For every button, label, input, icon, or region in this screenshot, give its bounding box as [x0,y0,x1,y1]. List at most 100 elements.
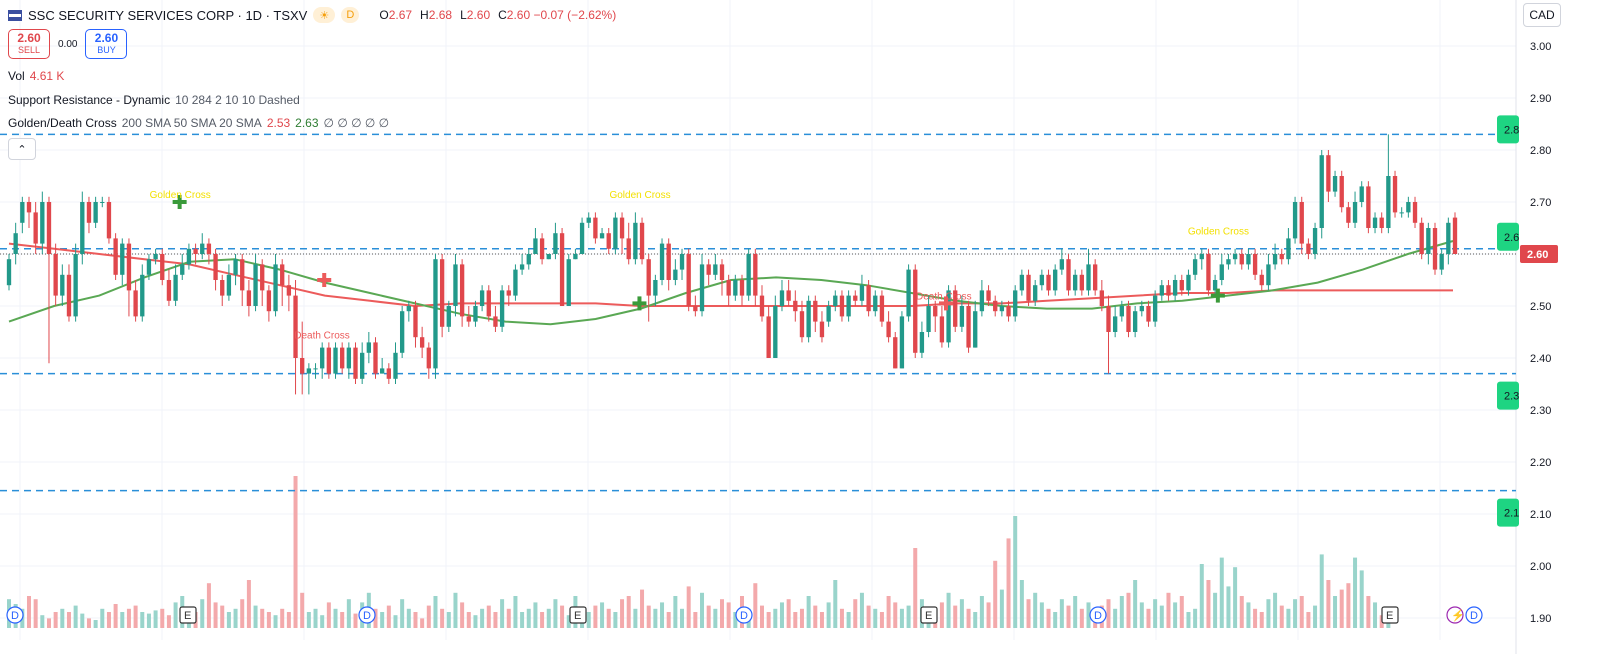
volume-bar [866,605,871,628]
candle [566,254,571,306]
candle-body [866,285,871,312]
candle [226,264,232,301]
symbol-title[interactable]: SSC SECURITY SERVICES CORP · 1D · TSXV [28,7,308,23]
candle-body [1306,243,1311,254]
candle-body [733,280,738,296]
market-open-icon[interactable]: ☀ [313,7,336,23]
candle [1366,181,1371,234]
candle [386,363,391,384]
candle-body [466,316,471,322]
volume-bar [1159,605,1164,628]
candle-body [493,316,498,327]
ohlc-values: O2.67 H2.68 L2.60 C2.60 −0.07 (−2.62%) [379,8,616,22]
event-marker-label: E [184,610,191,622]
y-tick-label: 2.70 [1530,197,1551,209]
volume-bar [73,605,78,628]
candle-body [873,295,878,312]
candle-body [879,295,885,322]
buy-button[interactable]: 2.60 BUY [85,29,128,59]
candle [260,259,265,306]
candle-body [766,316,771,358]
candle [453,254,458,317]
volume-bar [1346,583,1351,628]
candle-body [1166,285,1171,296]
volume-bar [826,602,831,628]
candle-body [1179,280,1184,291]
candle [1059,248,1065,275]
event-markers: D E D E D E D E ⚡ D [6,606,1483,624]
volume-bar [506,608,511,628]
candle [1312,222,1318,260]
candle-body [1426,228,1431,254]
candle-body [1086,264,1091,291]
candle-body [966,306,971,348]
candle [793,290,798,322]
candle-body [473,306,478,322]
ohlc-low-value: 2.60 [466,8,491,22]
volume-bar [1326,580,1331,628]
candle [459,259,465,327]
candle-body [26,202,32,213]
candle-body [73,254,78,317]
candle [253,254,258,312]
candle [959,295,965,332]
candle-body [193,248,198,254]
candle-body [346,347,352,369]
volume-bar [320,615,325,628]
volume-bar [66,612,71,628]
volume-bar [60,608,65,628]
candle-body [1392,176,1398,213]
sell-button[interactable]: 2.60 SELL [8,29,50,59]
candle-body [1292,202,1298,239]
candle [379,358,385,374]
candle-body [1346,207,1351,223]
candle-body [1286,238,1291,260]
candle-body [1099,290,1104,306]
volume-bar [466,612,471,628]
collapse-legend-button[interactable]: ⌃ [8,138,36,160]
candle-body [213,254,218,280]
volume-bars [7,476,1391,628]
currency-button[interactable]: CAD [1523,3,1561,27]
y-tick-label: 2.50 [1530,301,1551,313]
candle [1186,269,1191,296]
candle [240,254,245,306]
candle [846,290,851,322]
candle [433,254,438,379]
candle-body [626,238,631,260]
volume-bar [1139,602,1144,628]
candle [606,228,611,254]
candle [313,363,318,379]
indicator-support-resistance[interactable]: Support Resistance - Dynamic 10 284 2 10… [8,93,300,107]
volume-bar [1179,596,1184,628]
last-price-label: 2.60 [1527,249,1548,261]
volume-bar [1046,608,1051,628]
candle [153,248,158,265]
volume-bar [1373,602,1378,628]
candle [819,311,825,343]
volume-bar [206,583,211,628]
candle-body [846,295,851,317]
candle-body [300,358,305,374]
candle-body [6,259,12,286]
candle-body [1366,186,1371,228]
candle-body [693,306,698,312]
volume-bar [1059,599,1064,628]
candle-body [1066,259,1071,291]
cross-event-label: Death Cross [294,330,350,341]
dividend-icon [358,606,376,624]
candle [479,285,485,312]
indicator-volume[interactable]: Vol 4.61 K [8,69,64,83]
candle [559,228,565,306]
candle-body [453,264,458,306]
candle [973,300,978,348]
session-badge[interactable]: D [341,7,360,23]
volume-bar [653,608,658,628]
volume-bar [1306,612,1311,628]
indicator-golden-death-cross[interactable]: Golden/Death Cross 200 SMA 50 SMA 20 SMA… [8,116,389,130]
volume-bar [873,608,878,628]
candle [499,285,505,332]
price-axis: 3.00 2.90 2.80 2.70 2.60 2.50 2.40 2.30 2.20 2.10… [1530,41,1551,625]
candle-body [553,233,558,254]
